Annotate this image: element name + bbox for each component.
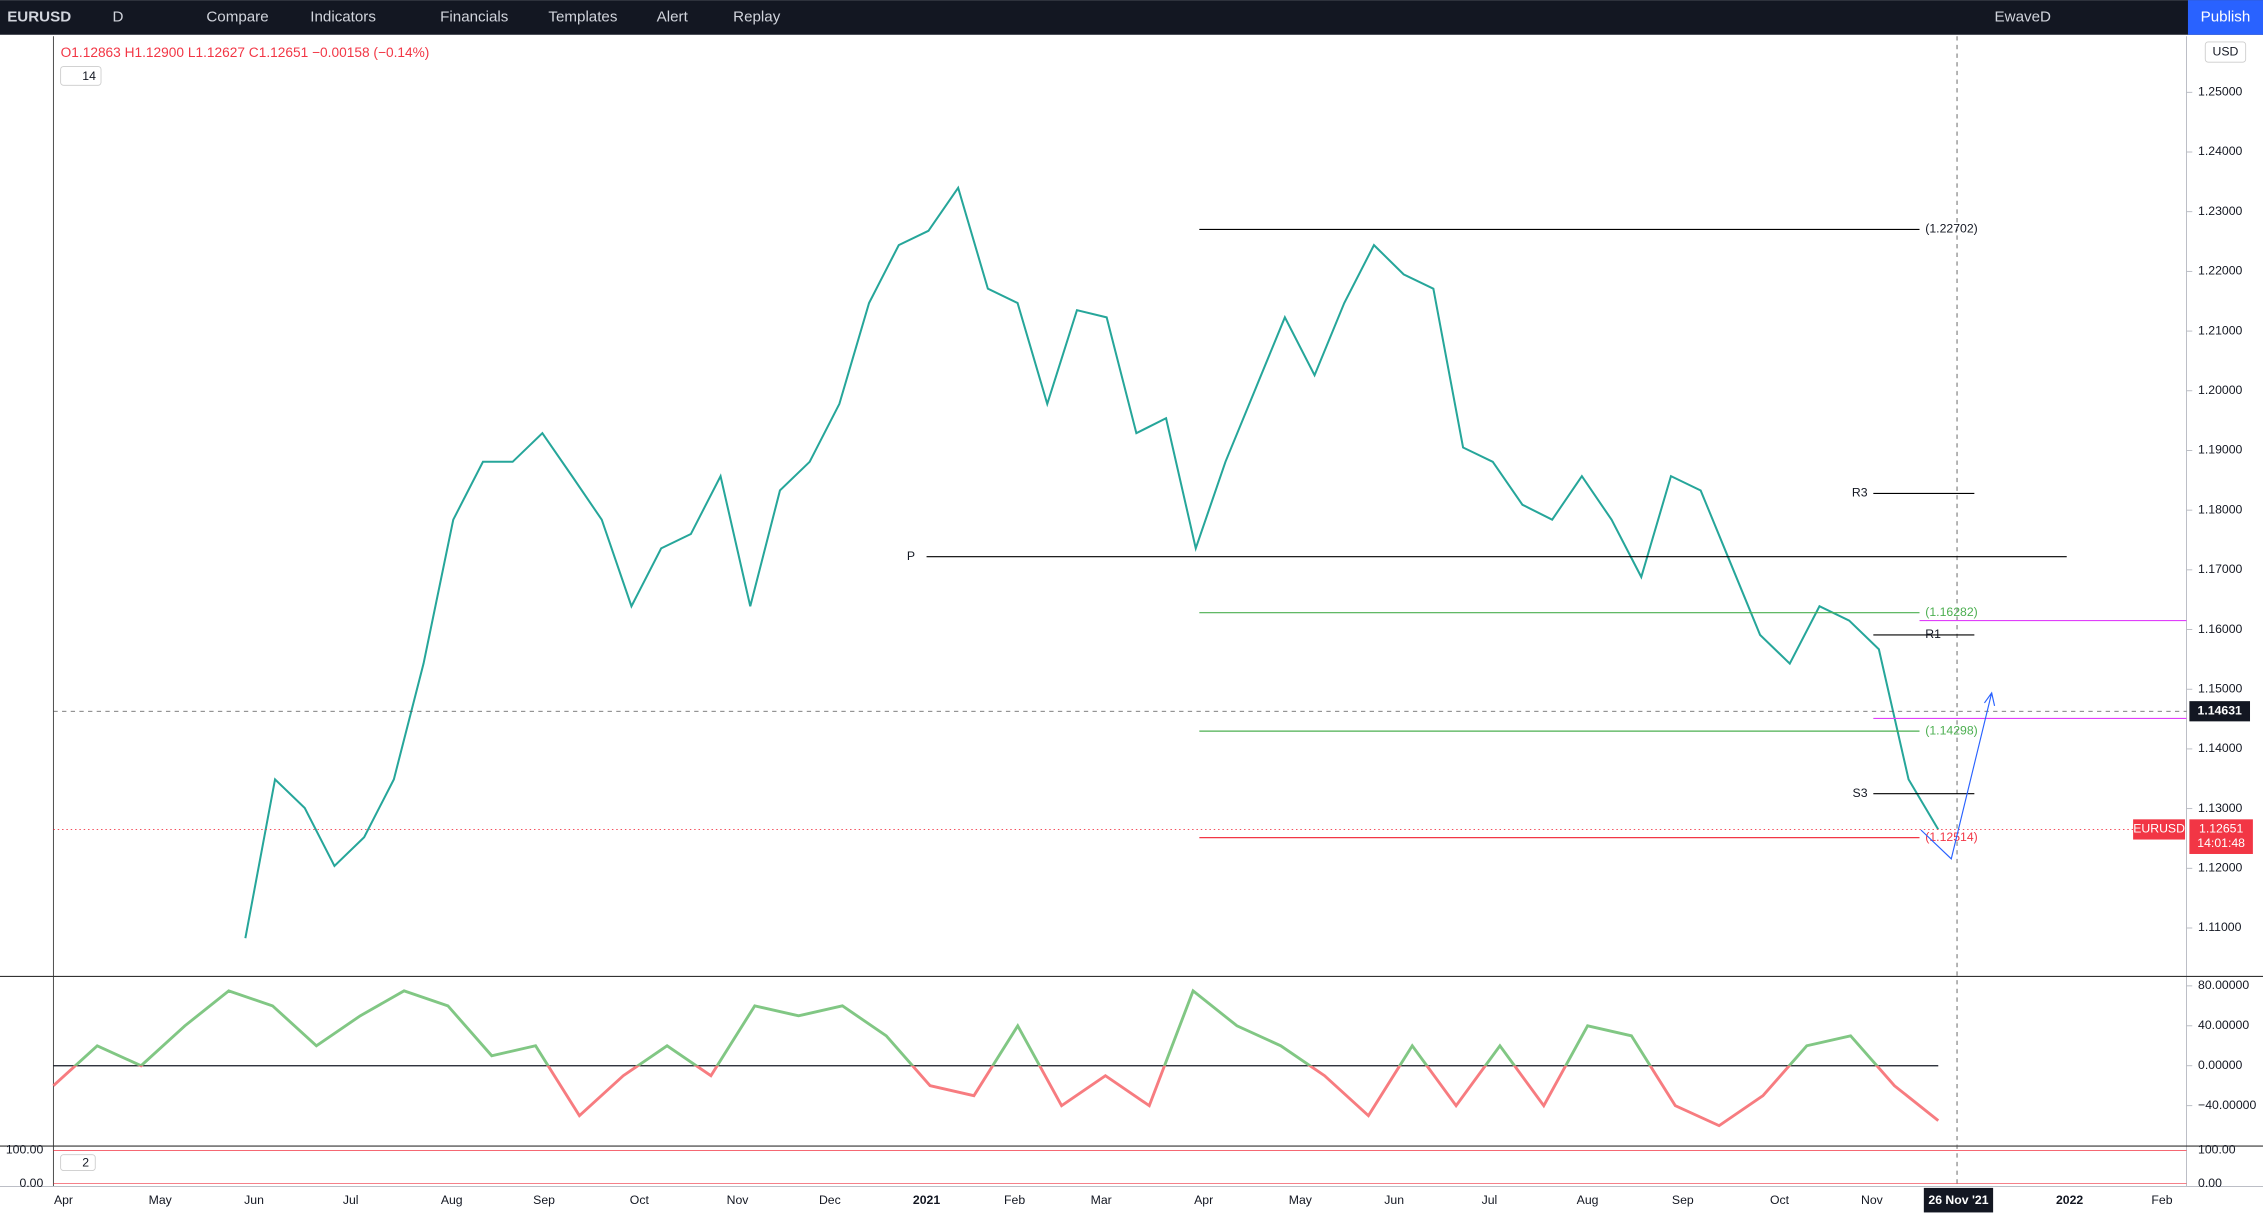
price-level-label: R1	[1925, 627, 1941, 641]
y-tick-label: 1.16000	[2198, 622, 2242, 636]
toolbar-item[interactable]: Alert	[657, 8, 689, 25]
y-tick-label: 100.00	[2198, 1143, 2236, 1157]
x-tick-label: Mar	[1091, 1193, 1112, 1207]
x-tick-label: 2022	[2056, 1193, 2083, 1207]
x-tick-label: Oct	[630, 1193, 650, 1207]
y-tick-label: 1.23000	[2198, 204, 2242, 218]
symbol-badge	[2133, 819, 2186, 840]
x-tick-label: Feb	[2151, 1193, 2172, 1207]
x-tick-label: Aug	[1577, 1193, 1599, 1207]
x-tick-label: Feb	[1004, 1193, 1025, 1207]
y-tick-label: 1.11000	[2198, 920, 2242, 934]
y-tick-label: 1.17000	[2198, 562, 2242, 576]
price-level-label: (1.16282)	[1925, 605, 1977, 619]
top-toolbar	[0, 0, 2263, 35]
y-tick-label: 1.21000	[2198, 323, 2242, 337]
crosshair-price: 1.14631	[2198, 703, 2242, 717]
x-tick-label: Jul	[343, 1193, 359, 1207]
currency-button[interactable]	[2204, 41, 2247, 63]
ohlc-legend: O1.12863 H1.12900 L1.12627 C1.12651 −0.0…	[61, 45, 430, 60]
x-tick-label: Nov	[727, 1193, 750, 1207]
currency-label[interactable]: USD	[2212, 44, 2238, 58]
symbol-button[interactable]: EURUSD	[7, 8, 71, 25]
y-tick-label: 1.18000	[2198, 502, 2242, 516]
y-tick-label: −40.00000	[2198, 1098, 2256, 1112]
toolbar-item[interactable]: Indicators	[310, 8, 376, 25]
publish-button[interactable]	[2187, 0, 2263, 35]
y-tick-label: 0.00	[2198, 1176, 2222, 1190]
crosshair-date-badge	[1923, 1187, 1994, 1213]
projection-arrow	[1920, 691, 1996, 860]
x-tick-label: 2021	[913, 1193, 940, 1207]
y-tick-label: 1.25000	[2198, 85, 2242, 99]
price-line	[244, 185, 1940, 939]
y-tick-label-left: 0.00	[19, 1176, 43, 1190]
x-tick-label: May	[1289, 1193, 1313, 1207]
price-level-label: (1.14298)	[1925, 723, 1977, 737]
x-tick-label: Jun	[1384, 1193, 1404, 1207]
price-level-label: (1.22702)	[1925, 222, 1977, 236]
layout-name[interactable]: EwaveD	[1995, 8, 2051, 25]
x-tick-label: Jun	[244, 1193, 264, 1207]
y-tick-label: 40.00000	[2198, 1018, 2249, 1032]
last-price-badge	[2189, 819, 2253, 854]
y-tick-label: 1.15000	[2198, 681, 2242, 695]
y-tick-label: 1.22000	[2198, 264, 2242, 278]
toolbar-item[interactable]: Replay	[733, 8, 781, 25]
oscillator-line-up	[73, 988, 1879, 1066]
y-tick-label-left: 100.00	[6, 1143, 44, 1157]
toolbar-item[interactable]: Templates	[548, 8, 617, 25]
x-tick-label: Dec	[819, 1193, 841, 1207]
interval-button[interactable]: D	[113, 8, 124, 25]
crosshair-badge	[2189, 701, 2251, 722]
collapse-button[interactable]	[60, 1154, 96, 1172]
x-tick-label: Sep	[1672, 1193, 1694, 1207]
x-tick-label: Aug	[441, 1193, 463, 1207]
price-level-label: (1.12514)	[1925, 830, 1977, 844]
price-level-label: R3	[1852, 486, 1868, 500]
y-tick-label: 80.00000	[2198, 978, 2249, 992]
x-tick-label: Sep	[533, 1193, 555, 1207]
price-level-label: S3	[1853, 786, 1868, 800]
y-tick-label: 1.20000	[2198, 383, 2242, 397]
collapse-count[interactable]: 2	[82, 1156, 89, 1170]
y-tick-label: 1.19000	[2198, 443, 2242, 457]
y-tick-label: 1.14000	[2198, 741, 2242, 755]
y-tick-label: 0.00000	[2198, 1058, 2242, 1072]
toolbar-item[interactable]: Financials	[440, 8, 509, 25]
collapse-button[interactable]	[60, 66, 102, 86]
last-price: 1.12651	[2199, 822, 2243, 836]
price-level-label: P	[907, 549, 915, 563]
x-tick-label: 26 Nov '21	[1928, 1193, 1988, 1207]
x-tick-label: Apr	[1194, 1193, 1213, 1207]
toolbar-item[interactable]: Compare	[206, 8, 268, 25]
y-tick-label: 1.13000	[2198, 801, 2242, 815]
x-tick-label: Apr	[54, 1193, 73, 1207]
collapse-count[interactable]: 14	[82, 69, 96, 83]
publish-label[interactable]: Publish	[2201, 8, 2251, 25]
x-tick-label: Oct	[1770, 1193, 1790, 1207]
y-tick-label: 1.12000	[2198, 861, 2242, 875]
countdown: 14:01:48	[2197, 836, 2245, 850]
x-tick-label: May	[149, 1193, 173, 1207]
y-tick-label: 1.24000	[2198, 144, 2242, 158]
x-tick-label: Nov	[1861, 1193, 1884, 1207]
x-tick-label: Jul	[1482, 1193, 1498, 1207]
symbol-badge-label: EURUSD	[2133, 822, 2185, 836]
